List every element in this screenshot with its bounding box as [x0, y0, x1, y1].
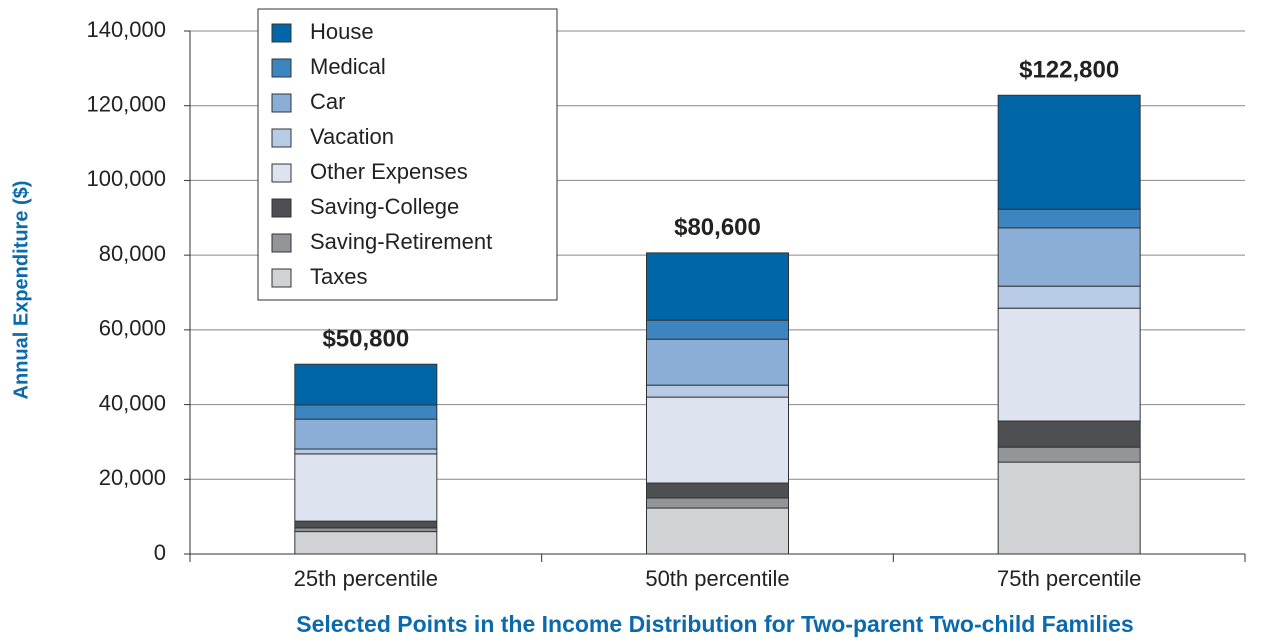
y-tick-label: 120,000	[86, 92, 166, 117]
y-axis-title: Annual Expenditure ($)	[10, 181, 32, 400]
x-tick-label: 25th percentile	[294, 566, 438, 591]
total-label: $122,800	[1019, 57, 1119, 84]
legend-label: Vacation	[310, 124, 394, 149]
legend-swatch	[271, 93, 292, 113]
bar-segment	[997, 285, 1141, 309]
y-tick-label: 40,000	[99, 390, 166, 415]
bar-segment	[997, 227, 1141, 287]
bar-segment	[646, 482, 789, 499]
total-label: $80,600	[674, 214, 761, 241]
legend-label: Other Expenses	[310, 159, 468, 184]
bar-segment	[646, 252, 789, 321]
legend-label: House	[310, 19, 374, 44]
bar-segment	[646, 396, 789, 484]
legend-swatch	[271, 198, 292, 218]
legend-label: Car	[310, 89, 345, 114]
bar-segment	[294, 453, 438, 522]
x-tick-label: 75th percentile	[997, 566, 1141, 591]
bar-segment	[997, 420, 1141, 448]
legend-swatch	[271, 163, 292, 183]
legend-label: Saving-College	[310, 194, 459, 219]
bar-segment	[997, 94, 1141, 210]
total-label: $50,800	[322, 326, 409, 353]
bar-segment	[997, 208, 1141, 229]
bar-segment	[646, 497, 789, 509]
legend-label: Medical	[310, 54, 386, 79]
bar-segment	[294, 527, 438, 533]
legend-swatch	[271, 268, 292, 288]
bar-segment	[294, 404, 438, 420]
bar-segment	[646, 507, 789, 555]
bar-segment	[997, 307, 1141, 422]
legend-swatch	[271, 58, 292, 78]
y-tick-label: 100,000	[86, 166, 166, 191]
legend-label: Saving-Retirement	[310, 229, 492, 254]
legend-swatch	[271, 233, 292, 253]
legend-label: Taxes	[310, 264, 367, 289]
bar-segment	[646, 319, 789, 340]
bar-segment	[294, 418, 438, 450]
bar-segment	[646, 384, 789, 398]
bar-segment	[294, 520, 438, 529]
bar-segment	[294, 448, 438, 455]
legend-swatch	[271, 128, 292, 148]
y-tick-label: 140,000	[86, 17, 166, 42]
x-axis-title: Selected Points in the Income Distributi…	[296, 611, 1133, 637]
legend-box	[257, 8, 558, 301]
y-tick-label: 80,000	[99, 241, 166, 266]
bar-segment	[294, 363, 438, 406]
bar-segment	[997, 461, 1141, 555]
y-tick-label: 60,000	[99, 316, 166, 341]
bar-segment	[646, 338, 789, 386]
y-tick-label: 20,000	[99, 465, 166, 490]
bar-segment	[997, 446, 1141, 463]
y-tick-label: 0	[154, 540, 166, 565]
bar-segment	[294, 531, 438, 555]
x-tick-label: 50th percentile	[645, 566, 789, 591]
legend-swatch	[271, 23, 292, 43]
